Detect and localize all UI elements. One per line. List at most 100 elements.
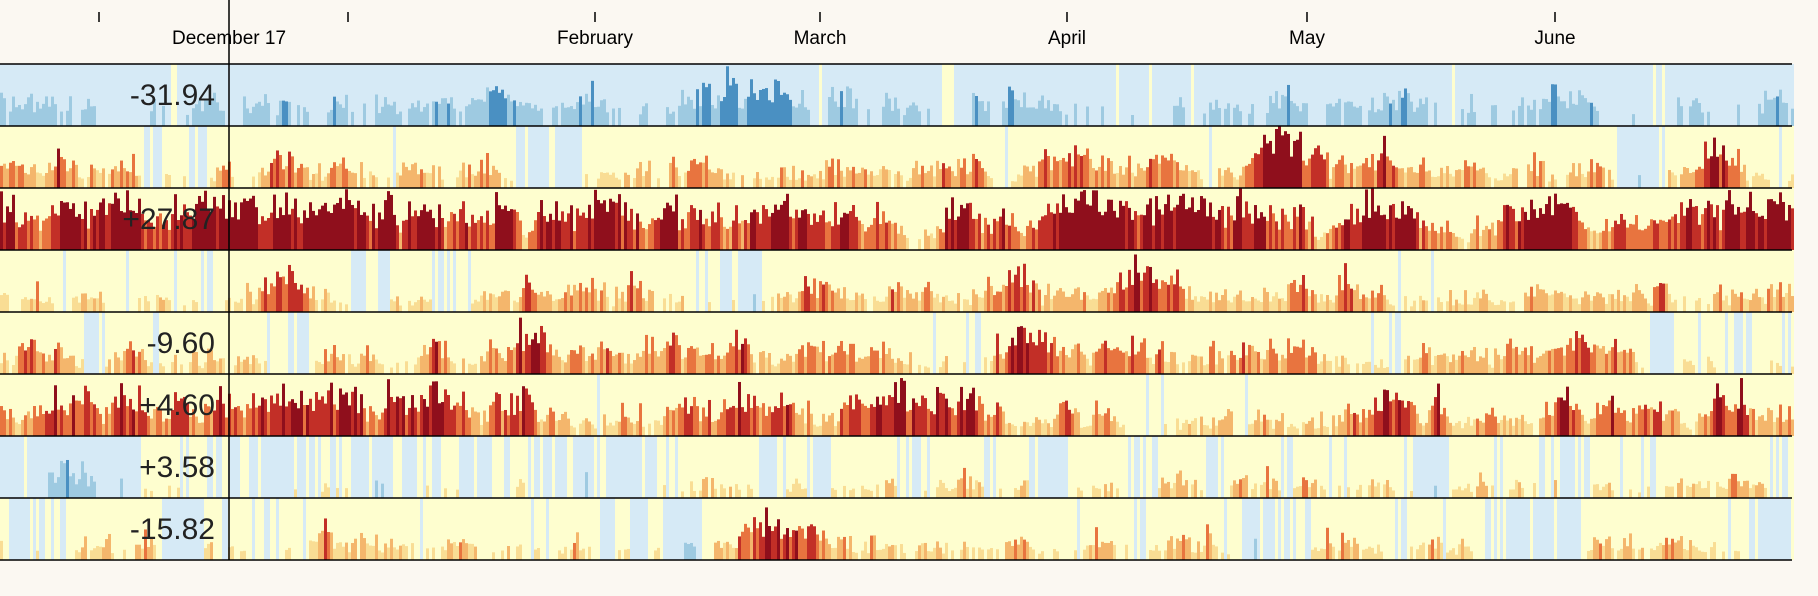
horizon-band [768,250,771,312]
horizon-spike [1134,176,1137,188]
horizon-spike [1698,102,1701,126]
horizon-band [921,250,924,312]
horizon-spike [138,351,141,374]
horizon-spike [786,193,789,250]
horizon-band [1497,188,1500,250]
horizon-band [1521,64,1524,126]
horizon-band [1353,64,1356,126]
horizon-spike [573,231,576,250]
horizon-band [1644,126,1647,188]
horizon-band [1221,126,1224,188]
horizon-row[interactable]: +27.87 [0,187,1794,250]
horizon-band [1182,250,1185,312]
horizon-row[interactable]: -31.94 [0,63,1794,126]
horizon-band [1419,188,1422,250]
horizon-spike [708,226,711,250]
horizon-spike [966,174,969,188]
horizon-band [573,64,576,126]
horizon-band [33,64,36,126]
horizon-band [135,126,138,188]
horizon-band [1650,188,1653,250]
horizon-band [909,126,912,188]
horizon-band [1542,126,1545,188]
horizon-band [1155,64,1158,126]
horizon-band [1698,126,1701,188]
horizon-spike [1449,290,1452,312]
horizon-band [258,188,261,250]
horizon-band [168,250,171,312]
horizon-spike [1599,166,1602,188]
horizon-spike [1143,272,1146,312]
horizon-band [1158,250,1161,312]
horizon-spike [795,298,798,312]
horizon-spike [1212,302,1215,312]
horizon-spike [1092,168,1095,188]
horizon-spike [27,299,30,312]
horizon-spike [801,210,804,250]
horizon-row[interactable]: -9.60 [0,311,1794,374]
horizon-spike [75,164,78,188]
horizon-band [498,126,501,188]
horizon-band [1410,64,1413,126]
horizon-band [1488,250,1491,312]
horizon-band [441,64,444,126]
horizon-spike [864,231,867,250]
horizon-row[interactable] [0,125,1794,188]
horizon-spike [81,293,84,312]
horizon-band [1713,250,1716,312]
horizon-spike [1722,145,1725,188]
horizon-band [159,64,162,126]
horizon-band [486,250,489,312]
horizon-band [1434,250,1437,312]
horizon-spike [1290,282,1293,312]
horizon-spike [1536,217,1539,250]
horizon-spike [1338,274,1341,312]
horizon-spike [945,295,948,312]
horizon-spike [1029,220,1032,250]
horizon-band [1443,64,1446,126]
horizon-band [1545,250,1548,312]
horizon-spike [255,299,258,312]
horizon-spike [849,170,852,188]
horizon-band [174,126,177,188]
horizon-band [156,64,159,126]
horizon-spike [1032,107,1035,126]
horizon-spike [1521,185,1524,188]
horizon-band [1377,250,1380,312]
horizon-spike [246,108,249,126]
horizon-spike [1452,176,1455,188]
horizon-spike [513,209,516,250]
horizon-band [1269,250,1272,312]
horizon-band [180,126,183,188]
horizon-spike [669,205,672,250]
horizon-spike [1530,286,1533,312]
horizon-spike [807,213,810,250]
horizon-band [1068,64,1071,126]
horizon-band [1335,64,1338,126]
horizon-spike [981,168,984,188]
horizon-spike [744,310,747,312]
horizon-spike [1506,204,1509,250]
horizon-band [753,250,756,312]
horizon-band [246,64,249,126]
horizon-band [1569,250,1572,312]
horizon-spike [1746,207,1749,250]
horizon-spike [567,284,570,312]
horizon-band [1320,64,1323,126]
horizon-band [1020,250,1023,312]
horizon-band [66,64,69,126]
horizon-spike [60,347,63,374]
horizon-spike [972,153,975,188]
horizon-spike [615,177,618,188]
horizon-band [1656,64,1659,126]
horizon-band [1275,188,1278,250]
horizon-band [1611,188,1614,250]
horizon-band [957,250,960,312]
horizon-band [1776,250,1779,312]
horizon-band [1725,250,1728,312]
horizon-row[interactable] [0,249,1794,312]
horizon-spike [921,291,924,312]
horizon-band [477,250,480,312]
horizon-band [1350,64,1353,126]
horizon-spike [318,163,321,188]
